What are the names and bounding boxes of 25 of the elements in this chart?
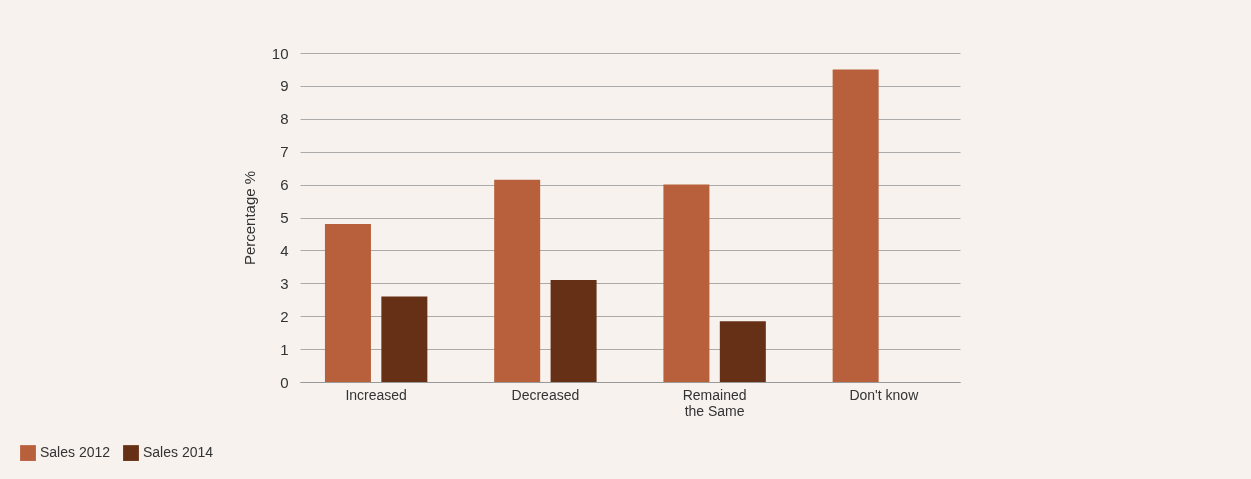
y-tick-label: 3 bbox=[280, 274, 289, 292]
x-tick-label: Remained the Same bbox=[682, 386, 747, 419]
bar bbox=[381, 296, 428, 382]
y-tick-label: 8 bbox=[280, 110, 289, 128]
y-tick-label: 6 bbox=[280, 176, 289, 194]
bar bbox=[719, 321, 766, 382]
y-tick-label: 5 bbox=[280, 209, 289, 226]
y-tick-label: 1 bbox=[280, 340, 289, 358]
legend-label: Sales 2012 bbox=[40, 444, 111, 461]
x-tick-label: Decreased bbox=[511, 386, 580, 403]
x-tick-label: Increased bbox=[345, 386, 407, 403]
legend-label: Sales 2014 bbox=[143, 444, 214, 461]
y-tick-label: 7 bbox=[280, 143, 289, 161]
bar bbox=[494, 179, 541, 382]
y-tick-label: 9 bbox=[280, 77, 289, 95]
bar bbox=[832, 69, 879, 382]
bar bbox=[663, 184, 710, 382]
y-tick-label: 0 bbox=[280, 373, 289, 391]
bar bbox=[324, 224, 371, 382]
y-tick-label: 10 bbox=[271, 44, 289, 62]
x-tick-label: Don't know bbox=[849, 386, 920, 403]
y-tick-label: 2 bbox=[280, 307, 289, 325]
bar bbox=[550, 280, 597, 382]
y-tick-label: 4 bbox=[280, 241, 289, 259]
y-axis-title: Percentage % bbox=[240, 170, 258, 266]
